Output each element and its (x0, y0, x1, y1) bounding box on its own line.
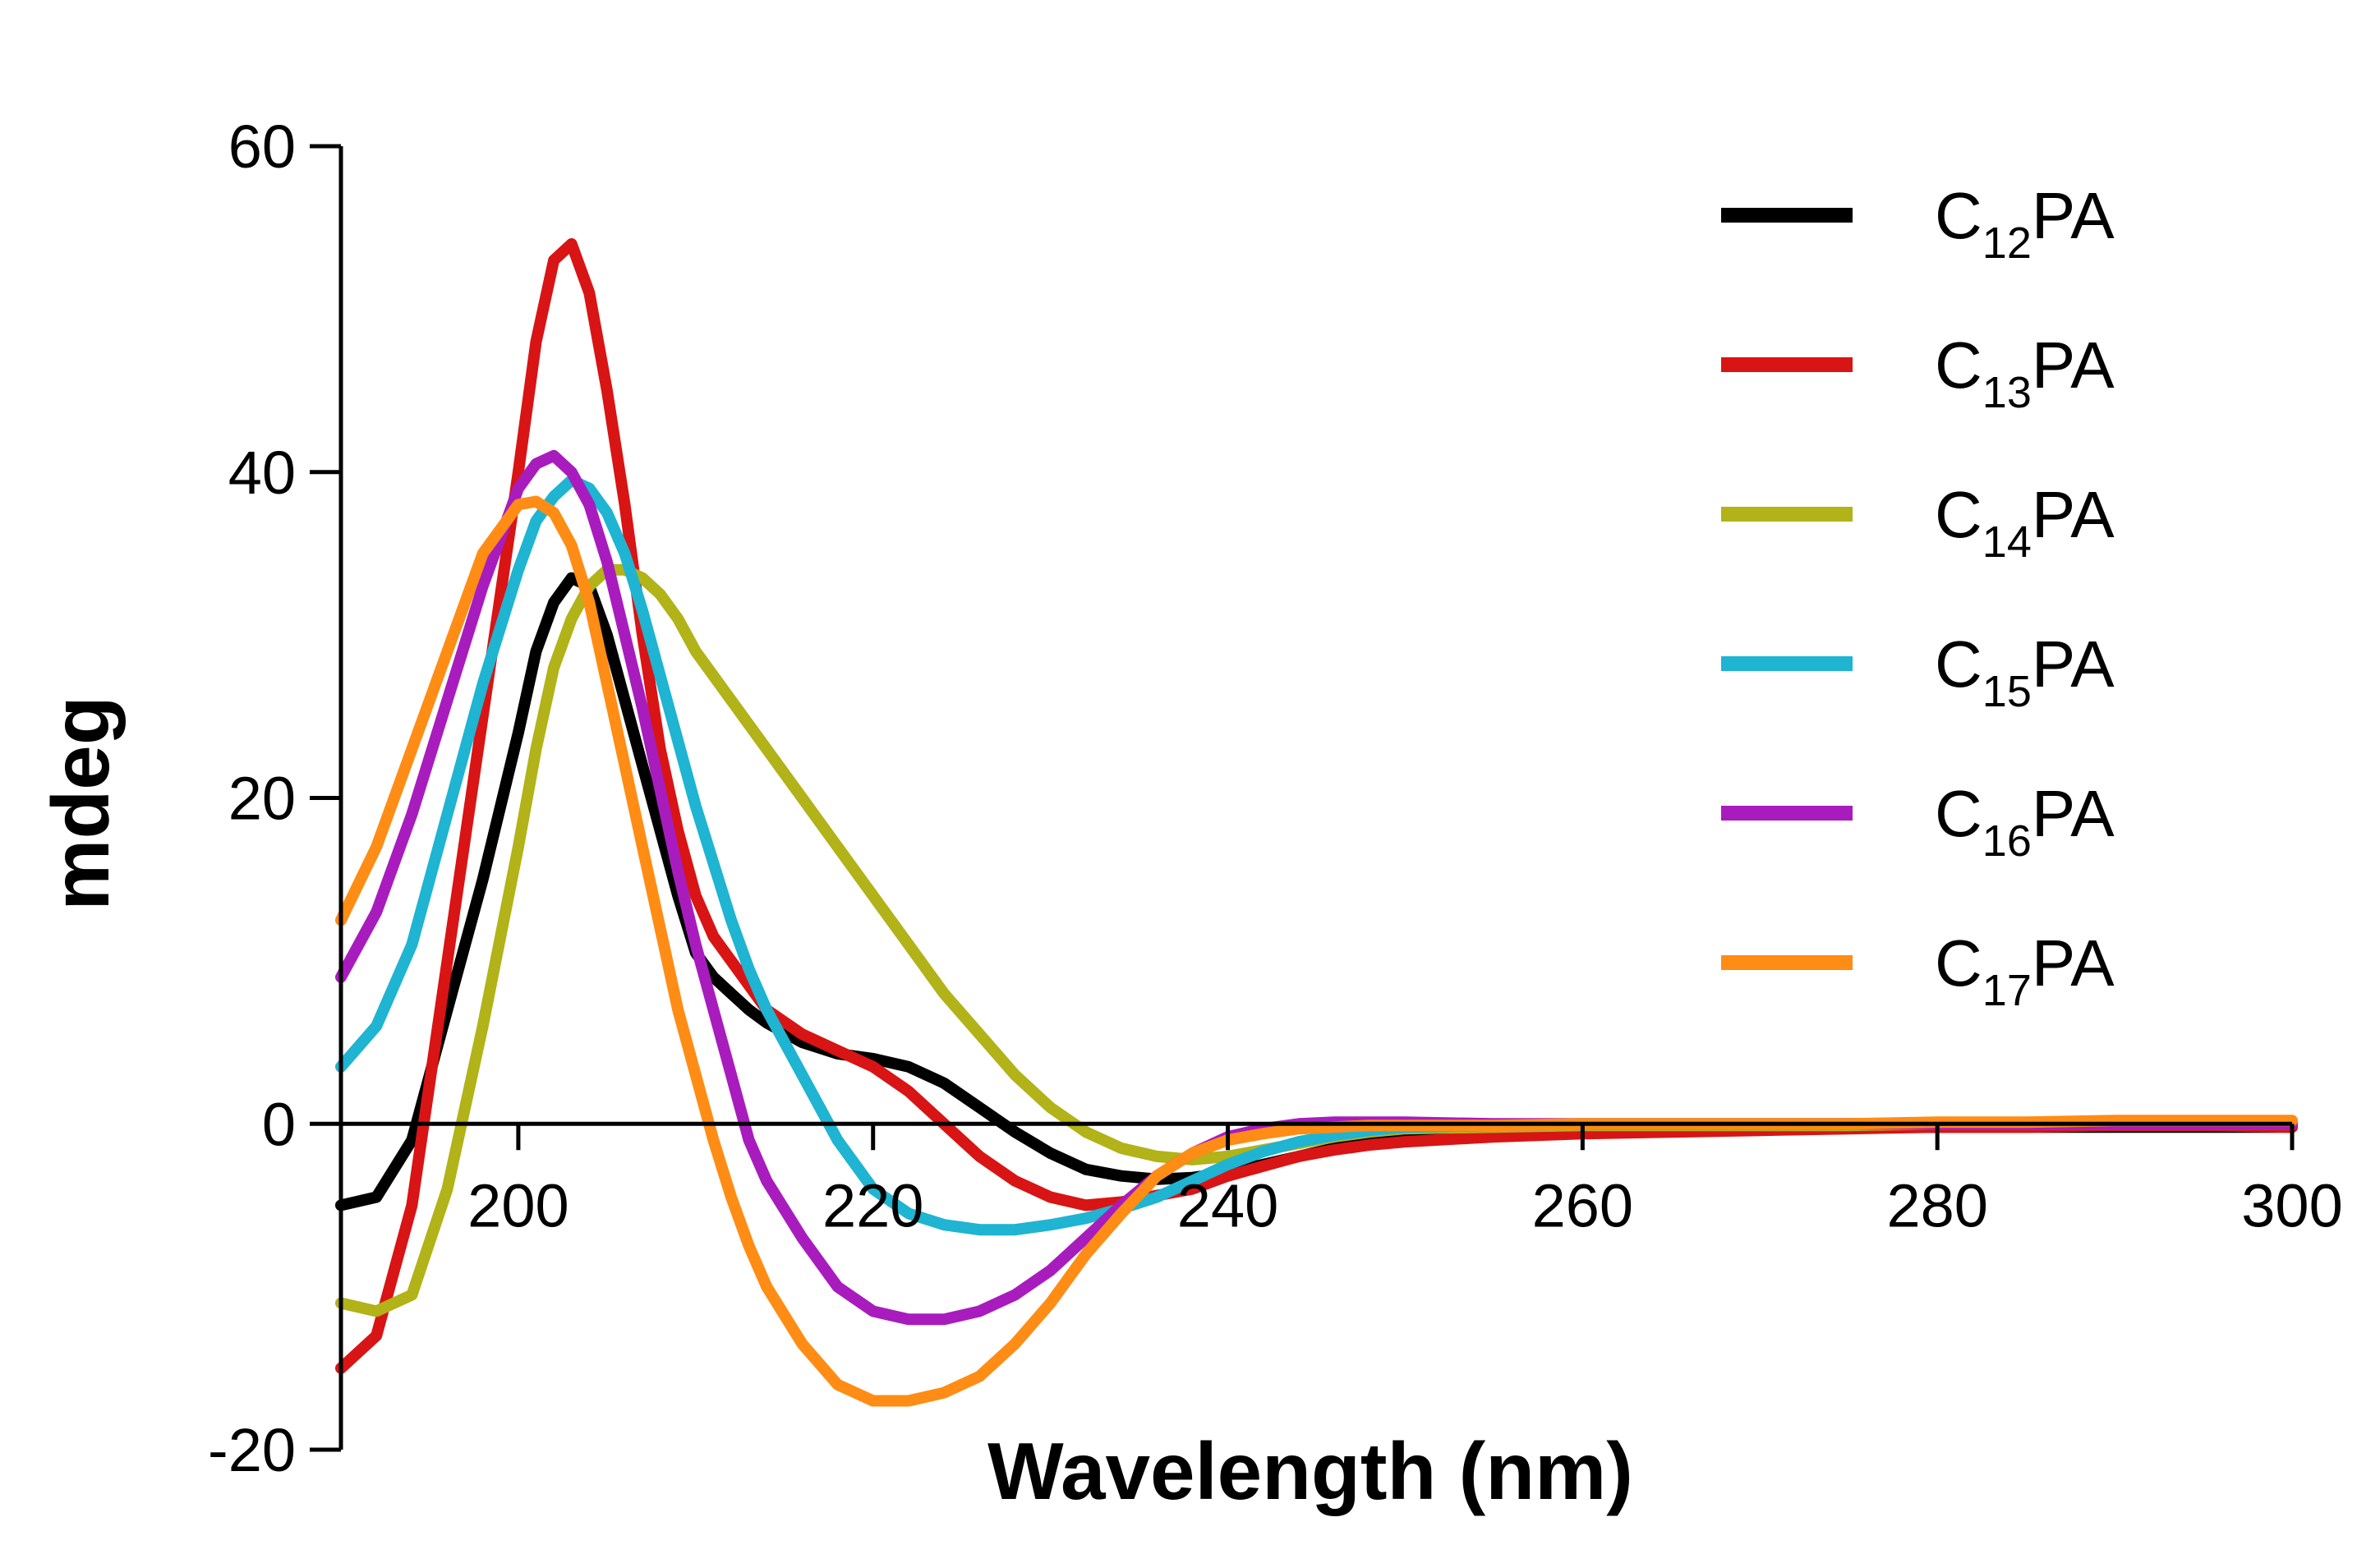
legend-entry: C13PA (1935, 329, 2115, 417)
x-tick-label: 200 (467, 1171, 569, 1239)
x-tick-label: 300 (2241, 1171, 2342, 1239)
x-tick-label: 240 (1177, 1171, 1278, 1239)
legend-entry: C12PA (1935, 179, 2115, 268)
series-line-c13pa (335, 238, 2298, 1374)
y-tick-label: 40 (228, 439, 296, 507)
x-tick-label: 280 (1886, 1171, 1987, 1239)
series-layer (335, 238, 2298, 1407)
y-tick-label: -20 (208, 1416, 296, 1484)
axes: -20 0 20 40 60 200 220 240 260 280 300 (208, 113, 2343, 1484)
legend: C12PA C13PA C14PA C15PA C16PA C17PA (1721, 179, 2115, 1015)
legend-entry: C17PA (1935, 926, 2115, 1015)
x-axis-title: Wavelength (nm) (987, 1426, 1633, 1516)
y-axis-title: mdeg (35, 696, 126, 910)
legend-entry: C14PA (1935, 478, 2115, 567)
y-tick-label: 20 (228, 765, 296, 833)
x-tick-label: 220 (822, 1171, 923, 1239)
series-line-c17pa (335, 495, 2298, 1407)
legend-entry: C15PA (1935, 628, 2115, 716)
y-tick-label: 0 (262, 1090, 296, 1158)
legend-entry: C16PA (1935, 777, 2115, 866)
x-tick-label: 260 (1532, 1171, 1633, 1239)
y-tick-label: 60 (228, 113, 296, 181)
